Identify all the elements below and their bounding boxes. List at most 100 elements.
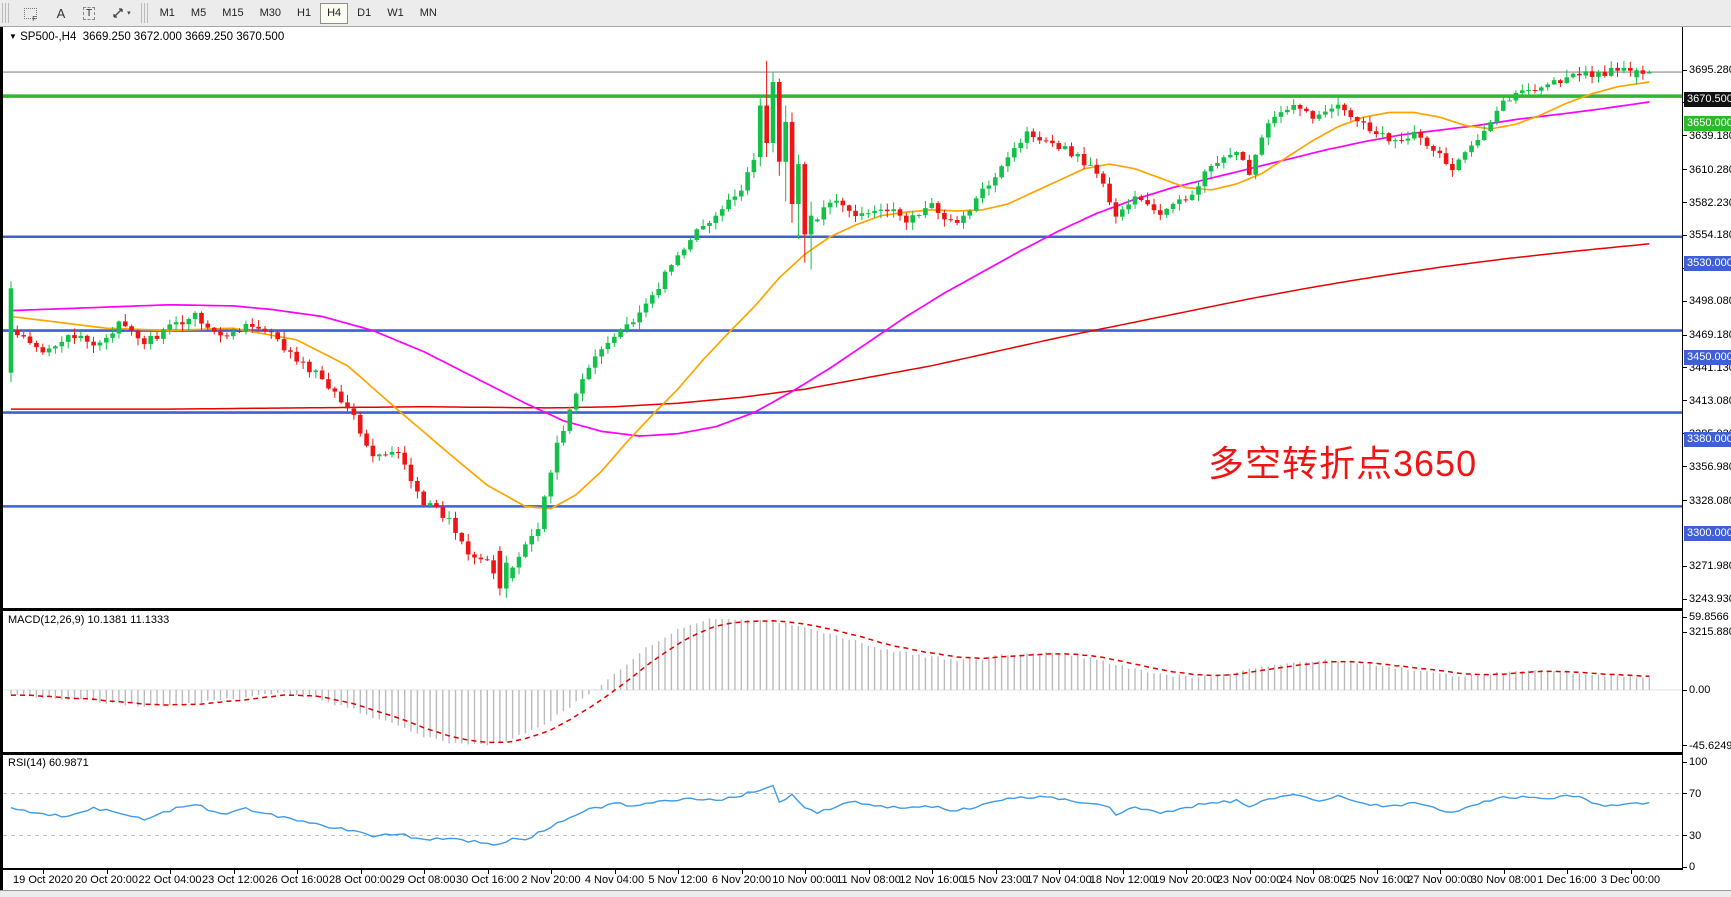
chevron-down-icon[interactable]: ▼	[9, 32, 17, 41]
timeframe-button-m15[interactable]: M15	[222, 7, 244, 19]
time-tick	[233, 870, 235, 874]
time-tick	[1313, 870, 1314, 874]
time-tick	[805, 870, 806, 874]
time-axis-label: 18 Nov 12:00	[1089, 874, 1156, 886]
time-axis-label: 10 Nov 00:00	[772, 874, 838, 886]
time-axis-label: 17 Nov 04:00	[1026, 874, 1092, 886]
text-label-button[interactable]: A	[48, 3, 74, 24]
price-axis-label: 3243.930	[1689, 593, 1731, 606]
time-tick	[741, 870, 743, 874]
price-tick	[1683, 69, 1687, 71]
price-tick	[1683, 466, 1687, 468]
time-axis-label: 20 Oct 20:00	[75, 874, 138, 886]
timeframe-button-h4[interactable]: H4	[320, 2, 349, 24]
price-chart-canvas[interactable]	[3, 27, 1682, 608]
price-level-badge: 3450.000	[1684, 350, 1731, 365]
price-axis-label: 3695.280	[1689, 64, 1731, 76]
macd-tick	[1683, 689, 1687, 691]
time-tick	[932, 870, 933, 874]
time-tick	[297, 870, 298, 874]
macd-axis-label: 59.8566	[1689, 611, 1729, 623]
text-box-button[interactable]: T	[76, 3, 102, 24]
price-tick	[1683, 135, 1687, 137]
time-tick	[1376, 870, 1378, 874]
timeframe-button-m1[interactable]: M1	[159, 7, 175, 19]
timeframe-button-d1[interactable]: D1	[357, 7, 372, 19]
rsi-pane-canvas[interactable]	[3, 755, 1682, 868]
price-level-badge: 3670.500	[1684, 91, 1731, 107]
macd-tick	[1683, 616, 1687, 618]
time-tick	[487, 870, 489, 874]
price-level-badge: 3380.000	[1684, 432, 1731, 448]
price-axis[interactable]: 3695.2803667.2303639.1803610.2803582.230…	[1682, 27, 1731, 873]
price-axis-label: 3413.080	[1689, 394, 1731, 407]
macd-pane-canvas[interactable]	[3, 611, 1682, 752]
price-tick	[1683, 565, 1687, 567]
rsi-tick	[1683, 761, 1687, 763]
time-axis-label: 22 Oct 04:00	[138, 874, 202, 886]
time-tick	[995, 870, 997, 874]
time-axis-label: 25 Nov 16:00	[1343, 874, 1410, 886]
time-axis-label: 6 Nov 20:00	[711, 874, 772, 886]
time-tick	[1503, 870, 1505, 874]
time-tick	[170, 870, 171, 874]
price-tick	[1683, 300, 1687, 302]
indicator-list-icon-button[interactable]	[14, 3, 46, 24]
price-axis-label: 3469.180	[1689, 329, 1731, 342]
time-tick	[1186, 870, 1187, 874]
price-tick	[1683, 169, 1687, 171]
time-axis-label: 28 Oct 00:00	[329, 874, 392, 886]
macd-tick	[1683, 745, 1687, 747]
toolbar-grip[interactable]	[140, 3, 149, 23]
time-tick	[678, 870, 679, 874]
time-tick	[106, 870, 108, 874]
cursor-mode-icon	[113, 8, 123, 18]
price-axis-label: 3356.980	[1689, 460, 1731, 473]
timeframe-button-w1[interactable]: W1	[387, 7, 404, 19]
time-tick	[1249, 870, 1251, 874]
time-axis-label: 2 Nov 20:00	[521, 874, 581, 886]
time-axis-label: 12 Nov 16:00	[899, 874, 965, 886]
price-axis-label: 3328.080	[1689, 494, 1731, 507]
rsi-tick	[1683, 835, 1687, 836]
time-axis-label: 4 Nov 04:00	[584, 874, 645, 886]
rsi-axis-label: 70	[1689, 787, 1702, 800]
time-axis-label: 23 Oct 12:00	[202, 874, 265, 886]
time-axis[interactable]: 19 Oct 2020 20 Oct 20:00 22 Oct 04:00 23 Oc…	[3, 870, 1731, 890]
rsi-axis-label: 30	[1689, 829, 1702, 842]
time-tick	[1567, 870, 1568, 874]
rsi-tick	[1683, 793, 1687, 794]
price-axis-label: 3639.180	[1689, 129, 1731, 142]
pane-separator-rsi[interactable]	[3, 752, 1731, 755]
rsi-tick	[1683, 866, 1687, 868]
time-tick	[360, 870, 362, 874]
price-tick	[1683, 202, 1687, 203]
price-level-badge: 3530.000	[1684, 256, 1731, 272]
price-tick	[1683, 367, 1687, 369]
price-level-badge: 3300.000	[1684, 525, 1731, 541]
price-axis-label: 3271.980	[1689, 560, 1731, 573]
time-axis-label: 19 Nov 20:00	[1153, 874, 1219, 886]
timeframe-button-h1[interactable]: H1	[297, 7, 312, 19]
time-tick	[1059, 870, 1060, 874]
macd-axis-label: -45.6249	[1689, 739, 1731, 752]
toolbar-grip[interactable]	[2, 3, 10, 23]
price-axis-label: 3582.230	[1689, 196, 1731, 209]
time-axis-label: 30 Oct 16:00	[456, 874, 519, 886]
time-axis-label: 1 Dec 16:00	[1537, 874, 1597, 886]
time-tick	[1122, 870, 1124, 874]
indicator-list-icon	[21, 4, 39, 23]
cursor-mode-button[interactable]: ▾	[104, 3, 138, 24]
rsi-label: RSI(14) 60.9871	[8, 757, 89, 769]
price-level-badge: 3650.000	[1684, 115, 1731, 131]
toolbar: A T ▾ M1 M5 M15 M30 H1 H4 D1 W1 MN	[0, 0, 1731, 27]
text-label-icon: A	[56, 5, 66, 21]
macd-label: MACD(12,26,9) 10.1381 11.1333	[8, 614, 170, 626]
timeframe-button-m5[interactable]: M5	[190, 7, 207, 19]
price-axis-label: 3498.080	[1689, 295, 1731, 308]
timeframe-button-mn[interactable]: MN	[419, 7, 437, 19]
time-axis-label: 24 Nov 08:00	[1280, 874, 1346, 886]
price-axis-label: 3610.280	[1689, 163, 1731, 176]
timeframe-button-m30[interactable]: M30	[259, 7, 281, 19]
pane-separator-macd[interactable]	[3, 608, 1731, 611]
